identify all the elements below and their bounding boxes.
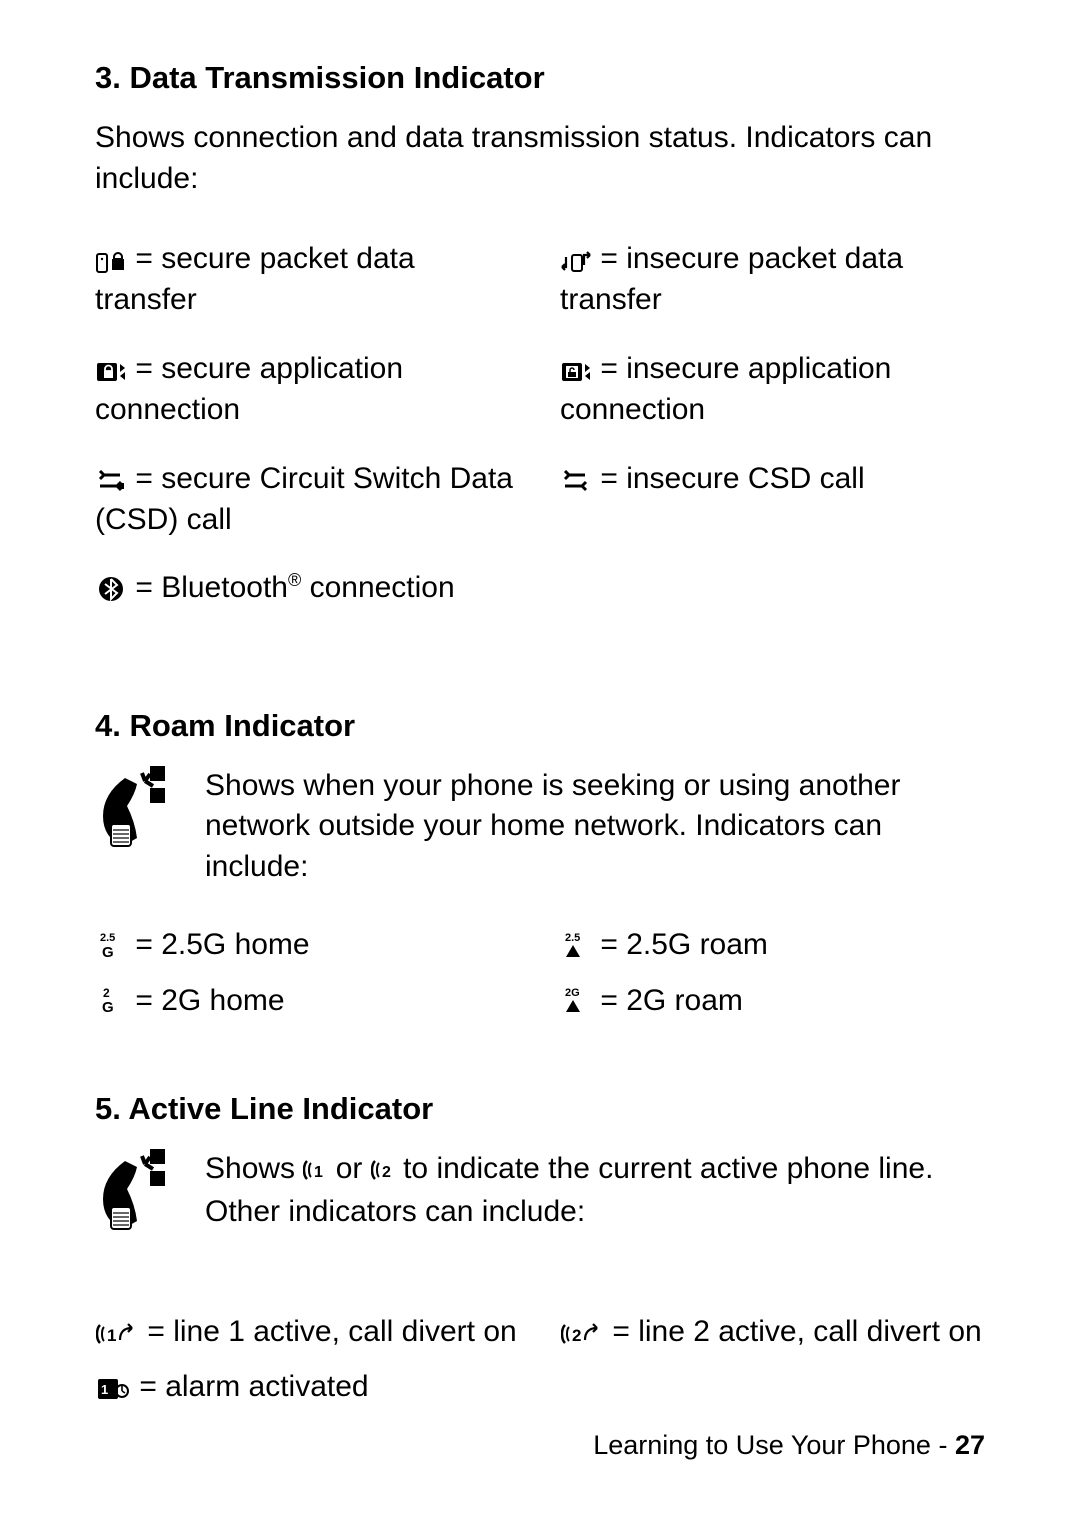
section-3-heading: 3. Data Transmission Indicator	[95, 60, 985, 96]
insecure-packet-label: = insecure packet data transfer	[560, 242, 903, 316]
phone-icon-2	[95, 1149, 175, 1234]
data-row-2: = secure application connection = insecu…	[95, 349, 985, 445]
line2-divert-icon: 2	[560, 1313, 604, 1354]
g25-roam-icon: 2.5	[560, 926, 592, 967]
page-number: 27	[955, 1430, 985, 1460]
section-4: 4. Roam Indicator Shows when your phone …	[95, 708, 985, 1022]
data-row-3: = secure Circuit Switch Data (CSD) call …	[95, 459, 985, 555]
svg-text:G: G	[102, 944, 114, 959]
secure-app-conn: = secure application connection	[95, 349, 530, 431]
section-4-intro: Shows when your phone is seeking or usin…	[205, 766, 985, 888]
phone-icon	[95, 766, 175, 851]
section-5-heading: 5. Active Line Indicator	[95, 1091, 985, 1127]
secure-packet-icon	[95, 240, 127, 281]
section-3: 3. Data Transmission Indicator Shows con…	[95, 60, 985, 624]
g2-roam-icon: 2G	[560, 981, 592, 1022]
secure-csd-icon	[95, 459, 127, 500]
insecure-csd-label: = insecure CSD call	[592, 462, 865, 495]
svg-text:1: 1	[314, 1164, 323, 1181]
line1-divert-icon: 1	[95, 1313, 139, 1354]
bluetooth-conn: = Bluetooth® connection	[95, 568, 530, 609]
insecure-csd-icon	[560, 459, 592, 500]
section-5: 5. Active Line Indicator Shows 1	[95, 1091, 985, 1409]
line-row-1: 1 = line 1 active, call divert on 2 = li…	[95, 1312, 985, 1353]
line2-divert-label: = line 2 active, call divert on	[604, 1315, 982, 1348]
svg-text:2: 2	[382, 1164, 391, 1181]
alarm-label: = alarm activated	[131, 1370, 369, 1403]
roam-row-2: 2 G = 2G home 2G = 2G roam	[95, 981, 985, 1022]
section-5-intro: Shows 1 or 2 to indicate the current act…	[205, 1149, 985, 1234]
alarm-icon: 1	[95, 1368, 131, 1409]
g25-home-icon: 2.5 G	[95, 926, 127, 967]
line2-divert: 2 = line 2 active, call divert on	[560, 1312, 985, 1353]
svg-text:G: G	[102, 999, 114, 1014]
line1-inline-icon: 1	[303, 1152, 327, 1193]
section-5-intro-block: Shows 1 or 2 to indicate the current act…	[95, 1149, 985, 1234]
section-4-intro-block: Shows when your phone is seeking or usin…	[95, 766, 985, 888]
intro-mid: or	[327, 1152, 370, 1185]
line1-divert-label: = line 1 active, call divert on	[139, 1315, 517, 1348]
secure-packet-data: = secure packet data transfer	[95, 239, 530, 321]
svg-text:1: 1	[101, 1382, 108, 1397]
svg-text:2: 2	[572, 1326, 581, 1345]
insecure-app-label: = insecure application connection	[560, 352, 891, 426]
insecure-packet-icon	[560, 240, 592, 281]
svg-text:1: 1	[107, 1326, 116, 1345]
secure-app-icon	[95, 350, 127, 391]
data-row-4: = Bluetooth® connection	[95, 568, 985, 623]
g2-home-label: = 2G home	[127, 984, 285, 1017]
bluetooth-icon	[95, 569, 127, 610]
line1-divert: 1 = line 1 active, call divert on	[95, 1312, 530, 1353]
data-row-1: = secure packet data transfer = insecure…	[95, 239, 985, 335]
secure-packet-label: = secure packet data transfer	[95, 242, 415, 316]
registered-symbol: ®	[288, 570, 301, 590]
g25-roam-label: = 2.5G roam	[592, 928, 768, 961]
g2-home-icon: 2 G	[95, 981, 127, 1022]
section-3-intro: Shows connection and data transmission s…	[95, 118, 985, 199]
bluetooth-label-prefix: = Bluetooth	[127, 571, 288, 604]
svg-text:2: 2	[103, 986, 110, 1000]
line2-inline-icon: 2	[371, 1152, 395, 1193]
roam-row-1: 2.5 G = 2.5G home 2.5 = 2.5G roam	[95, 925, 985, 966]
svg-text:2.5: 2.5	[565, 932, 580, 944]
insecure-app-conn: = insecure application connection	[560, 349, 985, 431]
g2-roam-label: = 2G roam	[592, 984, 743, 1017]
insecure-csd: = insecure CSD call	[560, 459, 985, 541]
footer-text: Learning to Use Your Phone -	[593, 1430, 955, 1460]
g2-home: 2 G = 2G home	[95, 981, 530, 1022]
g25-home-label: = 2.5G home	[127, 928, 310, 961]
page-footer: Learning to Use Your Phone - 27	[593, 1430, 985, 1461]
insecure-packet-data: = insecure packet data transfer	[560, 239, 985, 321]
secure-app-label: = secure application connection	[95, 352, 403, 426]
g25-roam: 2.5 = 2.5G roam	[560, 925, 985, 966]
secure-csd: = secure Circuit Switch Data (CSD) call	[95, 459, 530, 541]
g25-home: 2.5 G = 2.5G home	[95, 925, 530, 966]
section-4-heading: 4. Roam Indicator	[95, 708, 985, 744]
insecure-app-icon	[560, 350, 592, 391]
secure-csd-label: = secure Circuit Switch Data (CSD) call	[95, 462, 513, 536]
intro-prefix: Shows	[205, 1152, 303, 1185]
svg-text:2G: 2G	[565, 987, 580, 999]
bluetooth-label-suffix: connection	[301, 571, 454, 604]
svg-text:2.5: 2.5	[100, 932, 115, 944]
g2-roam: 2G = 2G roam	[560, 981, 985, 1022]
alarm-row: 1 = alarm activated	[95, 1367, 985, 1408]
alarm-activated: 1 = alarm activated	[95, 1367, 530, 1408]
